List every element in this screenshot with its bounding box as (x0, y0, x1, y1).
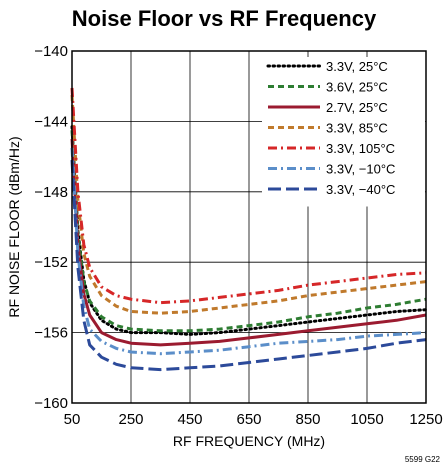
x-tick-label: 450 (177, 411, 202, 428)
legend-box (262, 57, 425, 207)
series-line (70, 138, 427, 347)
plot-frame (71, 50, 427, 404)
chart-title: Noise Floor vs RF Frequency (72, 6, 377, 31)
x-tick-label: 1050 (350, 411, 383, 428)
x-tick-label: 850 (295, 411, 320, 428)
legend-label: 3.3V, 85°C (326, 121, 388, 136)
x-tick-label: 1250 (409, 411, 442, 428)
x-axis-label: RF FREQUENCY (MHz) (173, 433, 325, 449)
legend-label: 3.6V, 25°C (326, 80, 388, 95)
y-tick-label: −140 (34, 43, 68, 60)
series-lines (70, 87, 428, 372)
series-line (70, 94, 427, 315)
y-tick-label: −160 (34, 395, 68, 412)
legend-label: 3.3V, 105°C (326, 141, 395, 156)
legend-label: 3.3V, 25°C (326, 59, 388, 74)
legend: 3.3V, 25°C 3.6V, 25°C 2.7V, 25°C 3.3V, 85°C… (266, 59, 395, 197)
legend-label: 3.3V, −10°C (326, 162, 395, 177)
x-tick-label: 50 (64, 411, 81, 428)
legend-label: 2.7V, 25°C (326, 100, 388, 115)
y-tick-label: −148 (34, 184, 68, 201)
y-tick-label: −156 (34, 325, 68, 342)
y-tick-label: −144 (34, 113, 68, 130)
series-line (70, 130, 427, 333)
series-line (70, 87, 427, 305)
figure-code: 5599 G22 (405, 455, 441, 464)
y-ticks: −160 −156 −152 −148 −144 −140 (34, 43, 68, 412)
series-line (70, 147, 427, 356)
legend-label: 3.3V, −40°C (326, 182, 395, 197)
y-tick-label: −152 (34, 254, 68, 271)
y-axis-label: RF NOISE FLOOR (dBm/Hz) (6, 136, 22, 317)
x-tick-label: 250 (118, 411, 143, 428)
x-tick-label: 650 (236, 411, 261, 428)
series-line (70, 160, 427, 372)
x-ticks: 50 250 450 650 850 1050 1250 (64, 411, 443, 428)
